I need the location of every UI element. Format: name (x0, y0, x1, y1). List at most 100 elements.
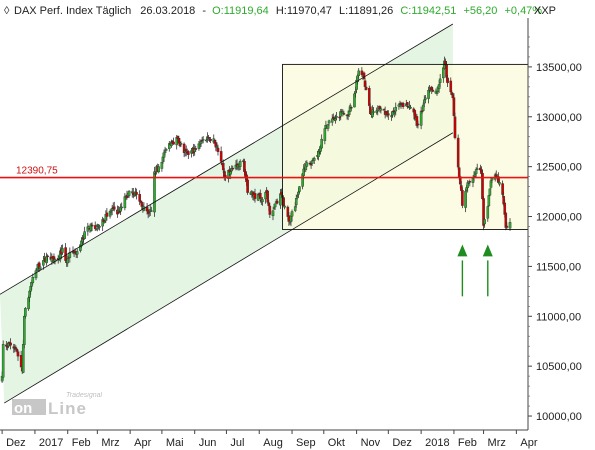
candle-body (273, 203, 277, 208)
x-tick-label: Nov (361, 437, 381, 449)
candle-body (394, 106, 398, 112)
x-tick-label: Okt (328, 437, 345, 449)
open-value: O:11919,64 (212, 5, 269, 17)
candle-body (294, 198, 298, 206)
candle-body (216, 147, 220, 152)
low-value: L:11891,26 (339, 5, 393, 17)
resistance-level-label: 12390,75 (16, 166, 58, 177)
candle-body (179, 143, 183, 145)
candle-body (164, 149, 168, 151)
candle-body (34, 270, 38, 279)
candle-body (357, 70, 361, 76)
candle-body (253, 193, 257, 199)
candle-body (330, 118, 334, 123)
candle-body (453, 116, 457, 138)
candle-body (154, 173, 157, 175)
candle-body (238, 161, 242, 167)
candle-body (31, 277, 35, 284)
candle-body (221, 163, 225, 171)
candle-body (283, 205, 286, 208)
y-tick-label: 12000,00 (536, 212, 582, 224)
candle-body (483, 219, 486, 225)
candle-body (435, 92, 439, 95)
range-box-fill (282, 64, 528, 230)
candle-body (488, 188, 492, 196)
candle-body (312, 158, 316, 161)
change-value: +56,20 (463, 5, 497, 17)
candle-body (474, 169, 478, 174)
x-tick-label: Aug (263, 437, 283, 449)
x-tick-label: Dez (392, 437, 412, 449)
candle-body (120, 206, 123, 209)
candle-body (150, 210, 153, 212)
candle-body (490, 178, 494, 181)
quote-date: 26.03.2018 (140, 5, 195, 17)
candle-body (458, 176, 462, 185)
candle-body (438, 78, 442, 83)
candle-body (201, 139, 205, 141)
candle-body (275, 200, 279, 204)
axes: 10000,00 10500,00 11000,00 11500,00 12000,00… (0, 18, 582, 449)
candle-body (153, 171, 156, 213)
candle-body (482, 198, 485, 226)
x-tick-label: Jun (199, 437, 217, 449)
channel-upper-line (0, 23, 454, 295)
candle-body (46, 255, 49, 258)
instrument-name: DAX Perf. Index Täglich (14, 5, 131, 17)
candle-body (66, 258, 70, 264)
candle-body (172, 141, 175, 145)
candle-body (163, 151, 167, 153)
candle-body (229, 171, 232, 175)
x-tick-label: Jul (230, 437, 244, 449)
candle-body (24, 308, 27, 317)
x-tick-label: 2018 (425, 437, 449, 449)
candle-body (135, 192, 138, 195)
candle-body (38, 266, 42, 270)
candle-body (367, 88, 371, 106)
candle-body (335, 116, 338, 118)
candle-body (101, 219, 104, 227)
candle-body (387, 113, 390, 116)
y-tick-label: 13000,00 (536, 112, 582, 124)
candle-body (261, 199, 264, 203)
candle-body (461, 190, 464, 206)
candle-body (209, 139, 212, 141)
candle-body (468, 181, 472, 183)
candle-body (199, 141, 203, 144)
candle-body (310, 160, 314, 164)
candle-body (416, 123, 420, 126)
logo-brand-right: Line (48, 399, 87, 418)
candle-body (61, 248, 64, 253)
candle-body (14, 347, 18, 349)
candle-body (16, 351, 20, 357)
candle-body (505, 225, 509, 228)
header-info: ◊ DAX Perf. Index Täglich 26.03.2018 - O… (4, 5, 556, 17)
candle-body (246, 179, 249, 193)
x-tick-label: Feb (458, 437, 477, 449)
candle-body (194, 148, 198, 150)
candle-body (445, 64, 448, 78)
candle-body (105, 212, 109, 217)
candle-body (27, 297, 30, 310)
x-tick-label: Sep (296, 437, 316, 449)
candle-body (21, 344, 25, 373)
candle-body (431, 89, 435, 92)
candle-body (364, 86, 368, 90)
candle-body (421, 104, 425, 111)
collapse-icon[interactable]: ◊ (4, 5, 10, 17)
logo-brand-top: Tradesignal (66, 392, 103, 399)
y-tick-label: 11500,00 (536, 261, 581, 273)
x-tick-label: Apr (520, 437, 537, 449)
candle-body (353, 93, 356, 108)
x-tick-label: 2017 (39, 437, 63, 449)
x-tick-label: Dez (6, 437, 26, 449)
x-tick-label: Apr (134, 437, 151, 449)
candle-body (298, 186, 301, 192)
candle-body (372, 111, 375, 113)
candle-body (486, 206, 490, 219)
candle-body (320, 138, 323, 149)
candle-body (9, 342, 12, 346)
candle-body (258, 192, 262, 199)
candle-body (64, 247, 67, 261)
change-percent: +0,47% (504, 5, 542, 17)
